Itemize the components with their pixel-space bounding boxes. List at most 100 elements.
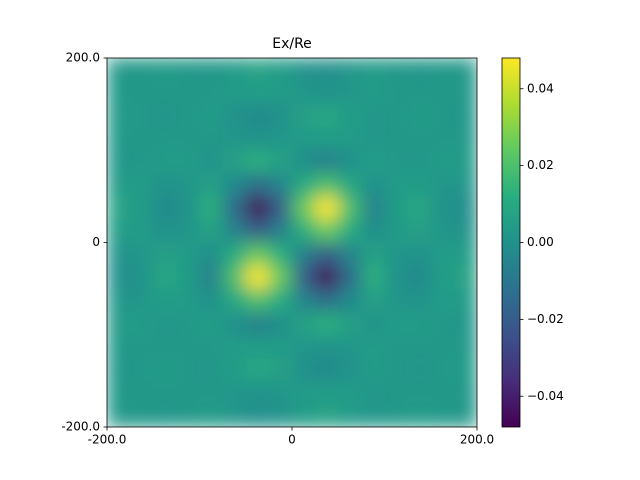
heat-cell [338,58,362,82]
heat-cell [245,311,270,336]
heat-cell [153,58,177,82]
heat-cell [407,242,432,267]
heat-cell [153,150,177,174]
y-tick-label: -200.0 [61,420,100,434]
heat-cell [407,104,432,128]
heat-cell [199,173,224,197]
heat-cell [107,127,131,151]
heat-cell [130,403,154,427]
heat-cell [268,311,293,336]
heat-cell [222,173,247,197]
heat-cell [407,219,432,243]
heat-cell [453,219,477,243]
heat-cell [130,104,154,128]
heat-cell [222,265,247,290]
heat-cell [107,288,131,313]
heat-cell [176,81,200,105]
heat-cell [222,242,247,267]
heat-cell [268,150,293,174]
heat-cell [292,242,316,267]
heat-cell [222,104,247,128]
heat-cell [107,357,131,382]
heat-cell [107,104,131,128]
heat-cell [222,196,247,220]
heat-cell [361,242,385,267]
heat-cell [407,334,432,359]
heat-cell [153,380,177,405]
heat-cell [292,58,316,82]
heat-cell [384,242,409,267]
heat-cell [384,357,409,382]
heat-cell [107,81,131,105]
heat-cell [222,81,247,105]
heat-cell [130,242,154,267]
heat-cell [222,357,247,382]
heat-cell [222,127,247,151]
heat-cell [430,403,455,427]
heat-cell [361,357,385,382]
colorbar-tick-label: 0.04 [527,81,554,95]
heat-cell [176,311,200,336]
heat-cell [153,196,177,220]
heat-cell [130,219,154,243]
heat-cell [430,173,455,197]
heat-cell [268,334,293,359]
heat-cell [130,311,154,336]
heat-cell [453,380,477,405]
heat-cell [453,104,477,128]
heat-cell [361,150,385,174]
heat-cell [199,150,224,174]
heat-cell [338,196,362,220]
x-tick-label: -200.0 [88,433,127,447]
heat-cell [245,58,270,82]
heat-cell [338,357,362,382]
heat-cell [315,173,339,197]
heat-cell [268,196,293,220]
heat-cell [361,380,385,405]
heat-cell [199,58,224,82]
heat-cell [407,357,432,382]
heat-cell [268,127,293,151]
heat-cell [107,380,131,405]
heat-cell [361,104,385,128]
heat-cell [430,380,455,405]
heat-cell [407,265,432,290]
heat-cell [430,334,455,359]
heat-cell [222,334,247,359]
heat-cell [130,196,154,220]
heat-cell [245,334,270,359]
heat-cell [107,265,131,290]
heat-cell [338,288,362,313]
heat-cell [430,265,455,290]
heat-cell [107,173,131,197]
heat-cell [199,403,224,427]
heat-cell [245,173,270,197]
heat-cell [292,104,316,128]
heat-cell [130,58,154,82]
heat-cell [153,127,177,151]
heat-cell [107,58,131,82]
heat-cell [407,127,432,151]
heat-cell [199,357,224,382]
heat-cell [430,196,455,220]
heat-cell [153,403,177,427]
heat-cell [245,219,270,243]
heat-cell [453,58,477,82]
heat-cell [245,357,270,382]
heat-cell [361,219,385,243]
heat-cell [384,265,409,290]
heat-cell [315,196,339,220]
heat-cell [338,311,362,336]
heat-cell [453,403,477,427]
heat-cell [153,173,177,197]
heat-cell [222,58,247,82]
heat-cell [407,58,432,82]
heat-cell [130,81,154,105]
heat-cell [268,219,293,243]
heat-cell [315,288,339,313]
heat-cell [176,173,200,197]
heat-cell [315,81,339,105]
heat-cell [245,196,270,220]
heat-cell [292,288,316,313]
heat-cell [407,403,432,427]
